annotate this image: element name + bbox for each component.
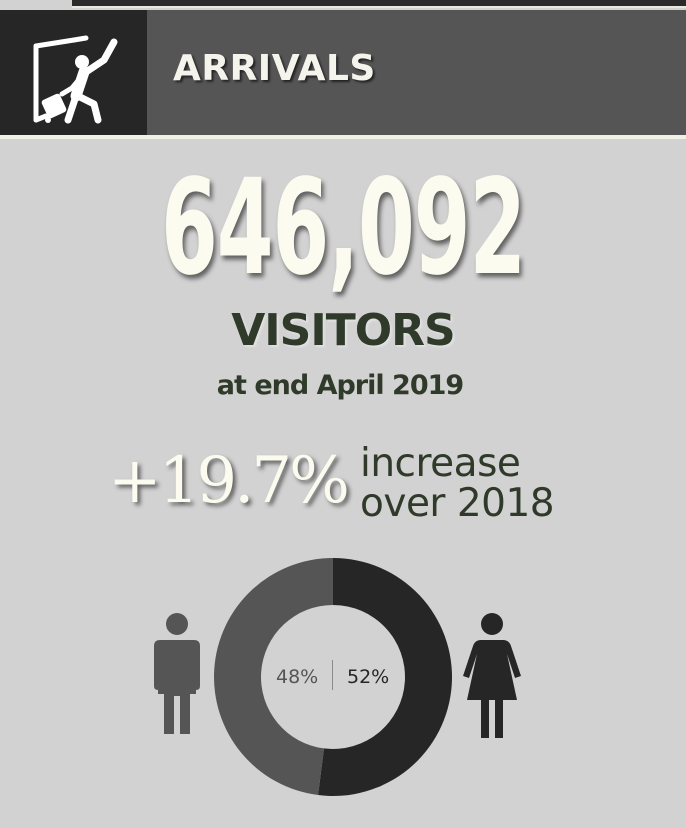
growth-caption: increase over 2018 xyxy=(360,444,620,524)
period-label: at end April 2019 xyxy=(216,370,464,401)
male-person-icon xyxy=(154,613,200,734)
visitors-total: 646,092 xyxy=(160,151,526,305)
top-rule xyxy=(72,6,686,8)
top-strip xyxy=(0,0,686,10)
male-segment xyxy=(213,558,333,796)
donut-divider xyxy=(332,660,333,690)
male-percentage: 48% xyxy=(276,666,319,688)
growth-caption-line2: over 2018 xyxy=(360,481,555,526)
section-title: ARRIVALS xyxy=(173,48,376,89)
visitors-label: VISITORS xyxy=(231,305,455,356)
growth-caption-line1: increase xyxy=(360,441,521,486)
top-bar xyxy=(72,0,686,6)
section-header: ARRIVALS xyxy=(0,10,686,135)
traveler-departing-door-icon xyxy=(33,35,118,124)
female-person-icon xyxy=(463,613,521,738)
header-icon-box xyxy=(0,10,147,135)
gender-donut xyxy=(213,557,453,797)
female-percentage: 52% xyxy=(347,666,390,688)
growth-percentage: +19.7% xyxy=(108,444,350,518)
gender-donut-svg xyxy=(213,558,452,796)
header-underline xyxy=(0,135,686,139)
female-segment xyxy=(318,558,452,796)
